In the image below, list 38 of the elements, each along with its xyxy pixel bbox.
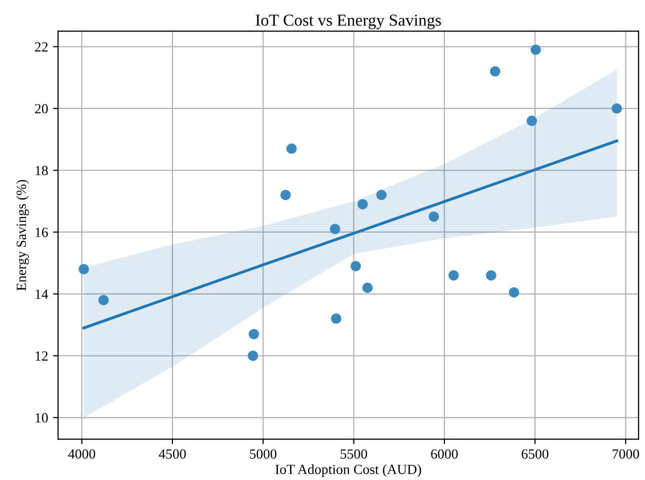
y-tick-label: 14	[36, 290, 48, 299]
point	[508, 287, 520, 298]
point	[248, 328, 259, 340]
point	[376, 190, 387, 200]
point	[448, 270, 459, 281]
x-tick-label: 6500	[522, 449, 548, 459]
y-tick-label: 12	[36, 351, 48, 361]
point	[486, 270, 496, 281]
x-tick-label: 4000	[68, 449, 96, 459]
point	[428, 212, 440, 222]
point	[248, 350, 258, 361]
point	[331, 314, 342, 324]
point	[357, 199, 368, 210]
point	[78, 264, 89, 274]
point	[526, 116, 537, 126]
x-tick-label: 7000	[612, 449, 640, 459]
x-tick-label: 4500	[158, 449, 186, 459]
point	[362, 282, 373, 293]
point	[350, 260, 361, 272]
line-series	[82, 140, 618, 330]
y-tick-label: 22	[35, 42, 48, 52]
point	[280, 190, 291, 200]
y-tick-label: 10	[36, 413, 48, 423]
y-axis-title: Energy Savings (%)	[16, 180, 29, 291]
x-tick-label: 5500	[340, 449, 368, 459]
x-tick-label: 5000	[250, 449, 276, 459]
point	[530, 44, 541, 55]
x-tick-label: 6000	[431, 449, 458, 459]
point	[98, 294, 109, 306]
point	[612, 103, 622, 114]
x-axis-title: IoT Adoption Cost (AUD)	[275, 464, 422, 477]
y-tick-label: 20	[35, 104, 48, 114]
point	[286, 144, 297, 154]
point	[330, 224, 340, 234]
point	[490, 66, 500, 77]
y-tick-label: 18	[36, 166, 48, 176]
chart-title: IoT Cost vs Energy Savings	[256, 14, 441, 30]
y-tick-label: 16	[36, 228, 48, 238]
